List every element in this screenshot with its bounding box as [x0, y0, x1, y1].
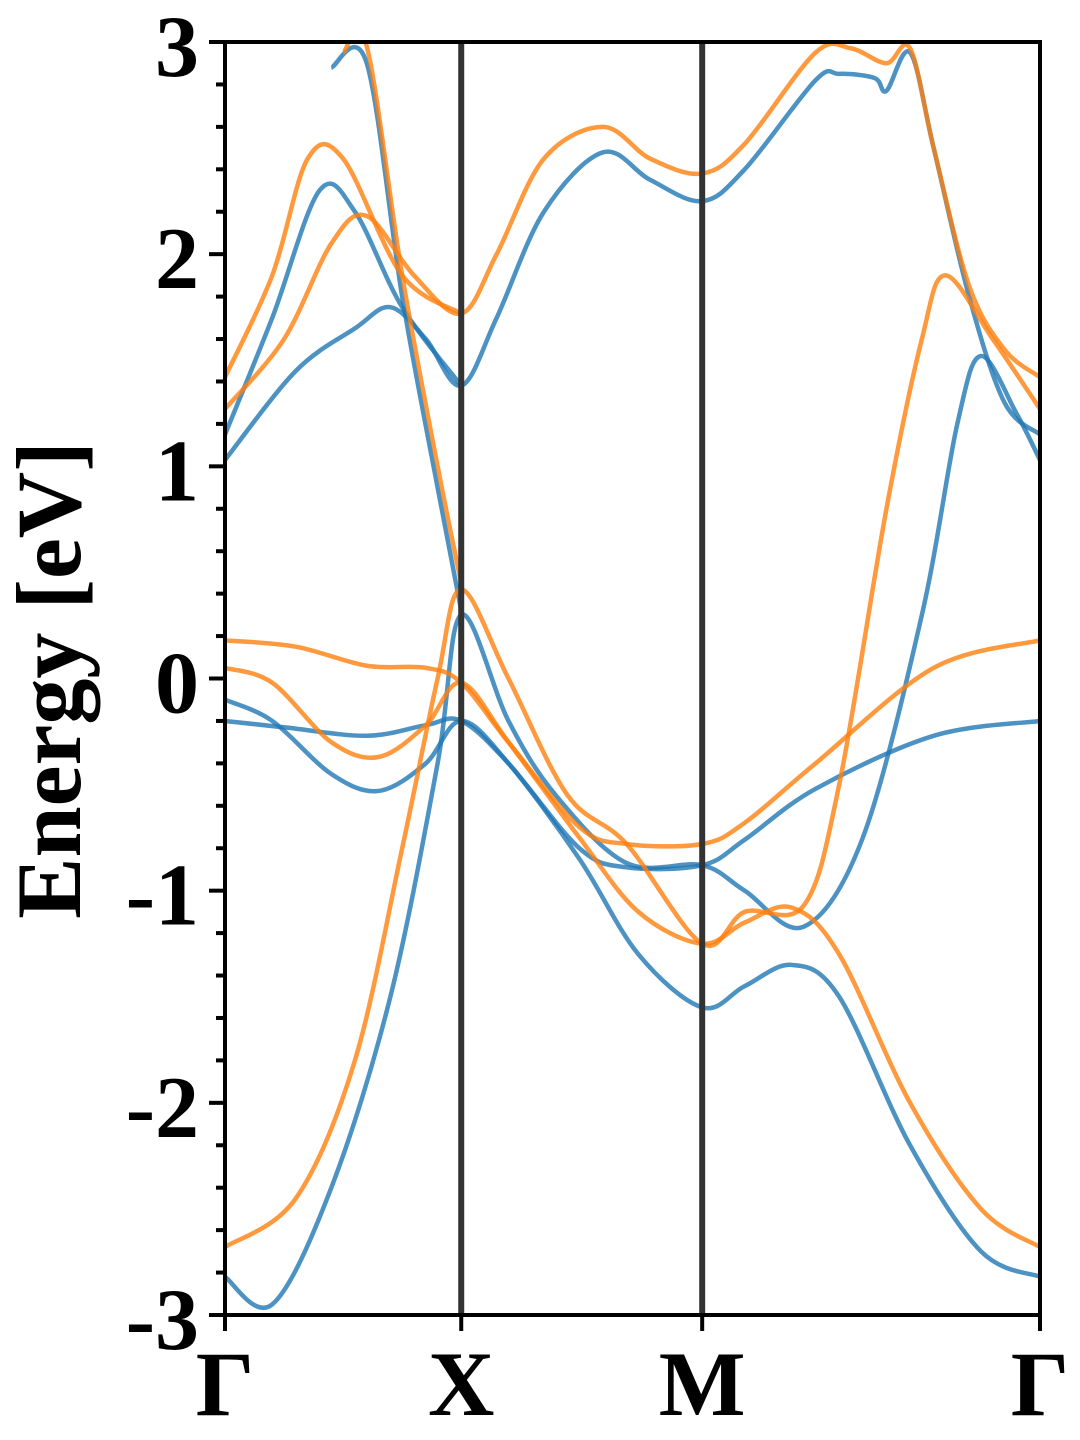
plot-area: -3 -2 -1 0 1 2 3 Γ X M Γ — [126, 0, 1070, 1435]
y-tick-label: 3 — [155, 0, 199, 96]
x-tick-label: X — [428, 1333, 494, 1435]
y-tick-label: -2 — [126, 1060, 199, 1157]
x-tick-label: Γ — [196, 1333, 255, 1435]
band-line-blue-5 — [330, 44, 464, 612]
y-tick-label: 1 — [155, 423, 199, 520]
y-axis-label: Energy [eV] — [0, 441, 100, 919]
band-line-orange-8 — [225, 273, 1040, 1250]
y-tick-label: 2 — [155, 211, 199, 308]
bands — [225, 42, 1040, 1310]
x-tick-label: M — [659, 1333, 746, 1435]
y-tick-label: -1 — [126, 848, 199, 945]
band-line-orange-9 — [225, 42, 1040, 411]
y-tick-label: 0 — [155, 636, 199, 733]
band-line-blue-0 — [225, 716, 1040, 872]
y-tick-label: -3 — [126, 1272, 199, 1369]
band-line-orange-11 — [341, 42, 464, 584]
x-tick-label: Γ — [1011, 1333, 1070, 1435]
band-line-blue-3 — [225, 49, 1040, 462]
band-line-orange-7 — [225, 665, 1040, 1250]
band-line-blue-1 — [225, 697, 1040, 1279]
band-line-blue-2 — [225, 353, 1040, 1310]
